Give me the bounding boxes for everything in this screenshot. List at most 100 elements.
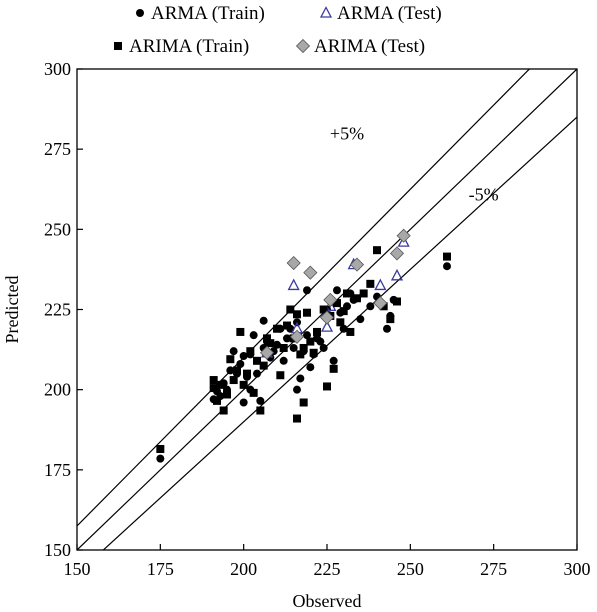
data-point <box>346 327 355 336</box>
data-point <box>443 262 451 271</box>
series-arima-train <box>156 246 451 453</box>
data-point <box>229 347 238 356</box>
legend-item-2: ARMA (Test) <box>319 3 442 24</box>
data-point <box>273 324 281 333</box>
data-point <box>293 385 301 394</box>
y-tick-label: 175 <box>44 460 71 480</box>
data-point <box>286 255 301 271</box>
data-point <box>156 444 165 453</box>
x-axis-label: Observed <box>293 591 362 611</box>
data-point <box>239 351 248 360</box>
axes: 150 175 200 225 250 275 300 150 175 200 225 250 275 3… <box>44 59 591 579</box>
data-point <box>383 324 391 333</box>
data-point <box>279 356 288 365</box>
legend-marker <box>136 9 144 17</box>
data-point <box>319 310 335 325</box>
data-point <box>226 355 235 364</box>
data-point <box>293 414 301 423</box>
data-point <box>329 364 338 373</box>
data-point <box>329 356 338 365</box>
data-point <box>256 406 265 415</box>
data-point <box>243 369 251 378</box>
data-point <box>323 292 338 307</box>
data-point <box>324 299 337 311</box>
data-points <box>156 228 451 463</box>
data-point <box>216 380 225 389</box>
data-point <box>320 320 334 332</box>
legend-item-4: ARIMA (Test) <box>295 36 425 57</box>
data-point <box>209 376 218 385</box>
y-tick-label: 200 <box>44 380 71 400</box>
data-point <box>233 366 241 375</box>
data-point <box>229 376 238 385</box>
data-point <box>296 374 305 383</box>
data-point <box>226 366 235 375</box>
data-point <box>319 343 328 352</box>
y-tick-label: 275 <box>44 139 71 159</box>
data-point <box>286 305 295 314</box>
data-point <box>263 334 271 343</box>
data-point <box>319 305 328 314</box>
data-point <box>306 363 315 372</box>
data-point <box>209 384 218 393</box>
data-point <box>386 315 395 324</box>
data-point <box>349 257 365 272</box>
legend-label: ARIMA (Train) <box>129 36 249 57</box>
data-point <box>283 334 291 343</box>
data-point <box>287 278 300 291</box>
data-point <box>356 315 365 324</box>
data-point <box>239 398 248 407</box>
data-point <box>289 343 298 352</box>
series-arima-test <box>259 228 411 360</box>
data-point <box>333 286 341 295</box>
reference-label-3: -5% <box>469 184 499 204</box>
data-point <box>366 302 375 311</box>
data-point <box>336 318 345 327</box>
data-point <box>249 331 258 340</box>
data-point <box>397 235 410 247</box>
legend-item-1: ARMA (Train) <box>136 3 265 24</box>
data-point <box>236 360 245 369</box>
data-point <box>374 278 387 291</box>
data-point <box>259 316 268 325</box>
data-point <box>219 406 228 415</box>
data-point <box>289 329 305 344</box>
data-point <box>276 371 285 380</box>
legend-label: ARIMA (Test) <box>314 36 425 57</box>
data-point <box>323 382 331 391</box>
data-point <box>156 454 165 463</box>
data-point <box>253 369 261 378</box>
data-point <box>279 343 288 352</box>
data-point <box>313 327 321 336</box>
legend: ARMA (Train) ARMA (Test) ARIMA (Train) ARIM… <box>114 3 442 57</box>
data-point <box>246 347 255 356</box>
y-tick-label: 225 <box>44 300 71 320</box>
y-tick-label: 150 <box>44 540 71 560</box>
data-point <box>236 327 245 336</box>
data-point <box>396 228 411 243</box>
data-point <box>443 252 451 261</box>
data-point <box>273 340 281 349</box>
data-point <box>283 321 291 330</box>
y-tick-label: 300 <box>44 59 71 79</box>
data-point <box>259 345 275 360</box>
data-point <box>390 268 404 281</box>
data-point <box>253 356 261 365</box>
legend-label: ARMA (Train) <box>151 3 265 24</box>
data-point <box>299 398 308 407</box>
data-point <box>266 339 275 348</box>
data-point <box>239 380 248 389</box>
data-point <box>303 265 318 280</box>
data-point <box>389 246 405 261</box>
data-point <box>223 390 231 399</box>
data-point <box>249 388 258 397</box>
data-point <box>339 307 348 316</box>
data-point <box>306 337 315 346</box>
data-point <box>353 294 361 303</box>
reference-line-3 <box>102 116 577 550</box>
data-point <box>359 289 368 298</box>
x-tick-label: 200 <box>230 559 257 579</box>
data-point <box>213 396 221 405</box>
data-point <box>339 324 348 333</box>
